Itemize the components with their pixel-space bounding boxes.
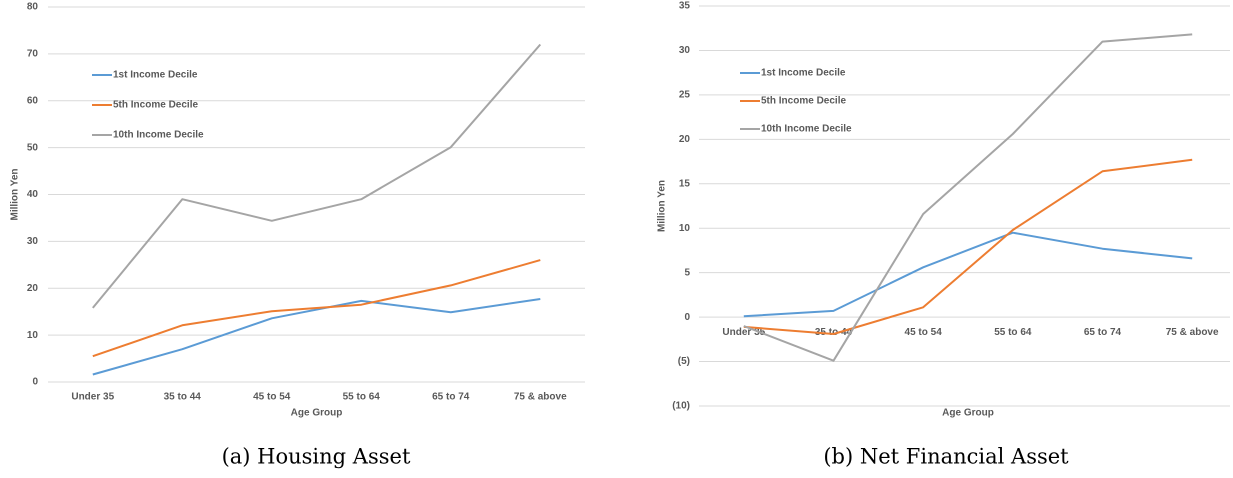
x-tick-label: 75 & above [1166, 327, 1219, 338]
caption: (b) Net Financial Asset [823, 445, 1069, 469]
y-tick-label: 35 [679, 1, 691, 12]
series-line [743, 33, 1193, 362]
y-tick-label: (10) [672, 401, 690, 412]
y-tick-label: 0 [32, 377, 38, 388]
y-axis-title: Million Yen [10, 168, 21, 220]
y-tick-label: 25 [679, 90, 691, 101]
y-tick-label: 70 [27, 49, 39, 60]
x-axis-title: Age Group [291, 408, 343, 419]
y-tick-label: 20 [27, 283, 39, 294]
y-tick-label: 30 [27, 236, 39, 247]
y-tick-label: 15 [679, 178, 691, 189]
y-tick-label: 5 [684, 267, 690, 278]
legend-label: 1st Income Decile [761, 68, 846, 79]
y-tick-label: 40 [27, 189, 39, 200]
caption: (a) Housing Asset [222, 445, 411, 469]
y-tick-label: 20 [679, 134, 691, 145]
x-tick-label: Under 35 [71, 392, 114, 403]
y-tick-label: 50 [27, 142, 39, 153]
x-tick-label: 55 to 64 [343, 392, 381, 403]
legend-label: 10th Income Decile [113, 130, 204, 141]
series-line [743, 158, 1193, 335]
legend-label: 5th Income Decile [113, 100, 198, 111]
y-tick-label: 30 [679, 45, 691, 56]
legend-label: 10th Income Decile [761, 124, 852, 135]
y-axis-title: Million Yen [657, 180, 668, 232]
x-axis-title: Age Group [942, 408, 994, 419]
y-tick-label: 80 [27, 2, 39, 13]
legend-label: 5th Income Decile [761, 96, 846, 107]
y-tick-label: 0 [684, 312, 690, 323]
y-tick-label: 10 [27, 330, 39, 341]
x-tick-label: 35 to 44 [815, 327, 853, 338]
series-line [92, 43, 542, 309]
x-tick-label: 55 to 64 [994, 327, 1032, 338]
x-tick-label: 35 to 44 [164, 392, 202, 403]
x-tick-label: 75 & above [514, 392, 567, 403]
y-tick-label: 10 [679, 223, 691, 234]
x-tick-label: 45 to 54 [253, 392, 291, 403]
x-tick-label: 45 to 54 [905, 327, 943, 338]
x-tick-label: 65 to 74 [432, 392, 470, 403]
series-line [92, 259, 541, 358]
y-tick-label: (5) [678, 356, 690, 367]
series-line [92, 298, 541, 376]
x-tick-label: Under 35 [722, 327, 765, 338]
series-line [743, 231, 1193, 318]
legend-label: 1st Income Decile [113, 70, 198, 81]
y-tick-label: 60 [27, 95, 39, 106]
x-tick-label: 65 to 74 [1084, 327, 1122, 338]
